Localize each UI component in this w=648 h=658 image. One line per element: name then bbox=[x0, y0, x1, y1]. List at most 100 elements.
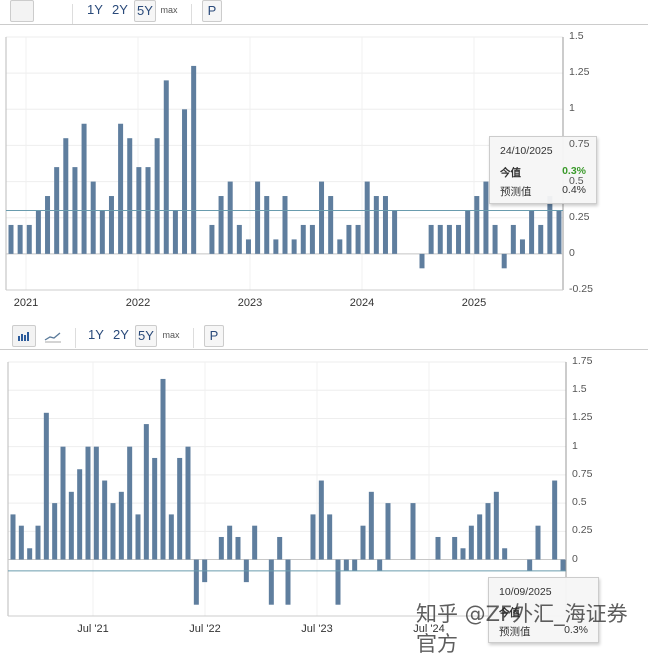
bar[interactable] bbox=[346, 224, 352, 254]
bar[interactable] bbox=[218, 536, 224, 560]
bar[interactable] bbox=[108, 196, 114, 254]
bar[interactable] bbox=[300, 224, 306, 254]
bar[interactable] bbox=[360, 525, 366, 560]
bar[interactable] bbox=[35, 525, 41, 560]
bar[interactable] bbox=[81, 123, 87, 254]
bar[interactable] bbox=[118, 123, 124, 254]
range-1y-button[interactable]: 1Y bbox=[88, 327, 104, 342]
bar[interactable] bbox=[529, 210, 535, 254]
bar[interactable] bbox=[255, 181, 261, 254]
bar[interactable] bbox=[264, 196, 270, 254]
bar[interactable] bbox=[327, 514, 333, 560]
bar[interactable] bbox=[185, 446, 191, 560]
bar[interactable] bbox=[410, 503, 416, 560]
range-5y-button[interactable]: 5Y bbox=[135, 325, 157, 347]
bar[interactable] bbox=[90, 181, 96, 254]
p-button[interactable]: P bbox=[204, 325, 224, 347]
bar[interactable] bbox=[252, 525, 258, 560]
bar[interactable] bbox=[193, 559, 199, 605]
bar[interactable] bbox=[209, 224, 215, 254]
bar[interactable] bbox=[318, 480, 324, 560]
bar[interactable] bbox=[428, 224, 434, 254]
bar[interactable] bbox=[10, 514, 16, 560]
bar[interactable] bbox=[27, 548, 33, 560]
bar[interactable] bbox=[152, 457, 158, 560]
line-chart-icon[interactable] bbox=[42, 326, 64, 346]
bar[interactable] bbox=[310, 514, 316, 560]
range-2y-button[interactable]: 2Y bbox=[112, 2, 128, 17]
bar[interactable] bbox=[172, 210, 178, 254]
bar[interactable] bbox=[268, 559, 274, 605]
p-button[interactable]: P bbox=[202, 0, 222, 22]
bar[interactable] bbox=[127, 446, 133, 560]
bar[interactable] bbox=[382, 196, 388, 254]
bar[interactable] bbox=[143, 424, 149, 560]
chart-type-icon[interactable] bbox=[10, 0, 34, 22]
bar[interactable] bbox=[468, 525, 474, 560]
bar[interactable] bbox=[328, 196, 334, 254]
bar[interactable] bbox=[335, 559, 341, 605]
bar[interactable] bbox=[35, 210, 41, 254]
bar[interactable] bbox=[68, 491, 74, 560]
bar[interactable] bbox=[18, 525, 24, 560]
bar[interactable] bbox=[17, 224, 23, 254]
bar[interactable] bbox=[85, 446, 91, 560]
bar[interactable] bbox=[547, 196, 553, 254]
bar[interactable] bbox=[168, 514, 174, 560]
range-max-button[interactable]: max bbox=[162, 330, 180, 340]
bar[interactable] bbox=[135, 514, 141, 560]
bar[interactable] bbox=[60, 446, 66, 560]
bar[interactable] bbox=[435, 536, 441, 560]
bar[interactable] bbox=[8, 224, 14, 254]
bar[interactable] bbox=[182, 109, 188, 254]
range-1y-button[interactable]: 1Y bbox=[87, 2, 103, 17]
bar[interactable] bbox=[77, 469, 83, 560]
bar[interactable] bbox=[538, 224, 544, 254]
bar[interactable] bbox=[527, 559, 533, 571]
bar[interactable] bbox=[160, 378, 166, 560]
bar[interactable] bbox=[26, 224, 32, 254]
bar[interactable] bbox=[552, 480, 558, 560]
bar[interactable] bbox=[245, 239, 251, 254]
bar[interactable] bbox=[236, 224, 242, 254]
bar[interactable] bbox=[460, 548, 466, 560]
bar[interactable] bbox=[337, 239, 343, 254]
bar[interactable] bbox=[385, 503, 391, 560]
bar[interactable] bbox=[492, 224, 498, 254]
bar[interactable] bbox=[99, 210, 105, 254]
bar[interactable] bbox=[227, 181, 233, 254]
bar[interactable] bbox=[419, 253, 425, 269]
bar[interactable] bbox=[102, 480, 108, 560]
bar[interactable] bbox=[52, 503, 58, 560]
bar[interactable] bbox=[118, 491, 124, 560]
range-2y-button[interactable]: 2Y bbox=[113, 327, 129, 342]
bar[interactable] bbox=[477, 514, 483, 560]
bar[interactable] bbox=[519, 239, 525, 254]
bar[interactable] bbox=[235, 536, 241, 560]
bar[interactable] bbox=[364, 181, 370, 254]
bar[interactable] bbox=[501, 253, 507, 269]
bar[interactable] bbox=[277, 536, 283, 560]
bar[interactable] bbox=[392, 210, 398, 254]
bar[interactable] bbox=[510, 224, 516, 254]
bar[interactable] bbox=[483, 181, 489, 254]
bar[interactable] bbox=[309, 224, 315, 254]
bar[interactable] bbox=[110, 503, 116, 560]
bar[interactable] bbox=[535, 525, 541, 560]
bar[interactable] bbox=[319, 181, 325, 254]
bar[interactable] bbox=[560, 559, 566, 571]
bar[interactable] bbox=[355, 224, 361, 254]
bar[interactable] bbox=[352, 559, 358, 571]
bar[interactable] bbox=[452, 536, 458, 560]
bar[interactable] bbox=[63, 138, 69, 254]
bar[interactable] bbox=[373, 196, 379, 254]
bar[interactable] bbox=[343, 559, 349, 571]
bar[interactable] bbox=[154, 138, 160, 254]
bar[interactable] bbox=[437, 224, 443, 254]
bar[interactable] bbox=[485, 503, 491, 560]
bar[interactable] bbox=[377, 559, 383, 571]
bar[interactable] bbox=[282, 196, 288, 254]
bar[interactable] bbox=[43, 412, 49, 560]
bar[interactable] bbox=[493, 491, 499, 560]
bar-chart-icon[interactable] bbox=[12, 325, 36, 347]
